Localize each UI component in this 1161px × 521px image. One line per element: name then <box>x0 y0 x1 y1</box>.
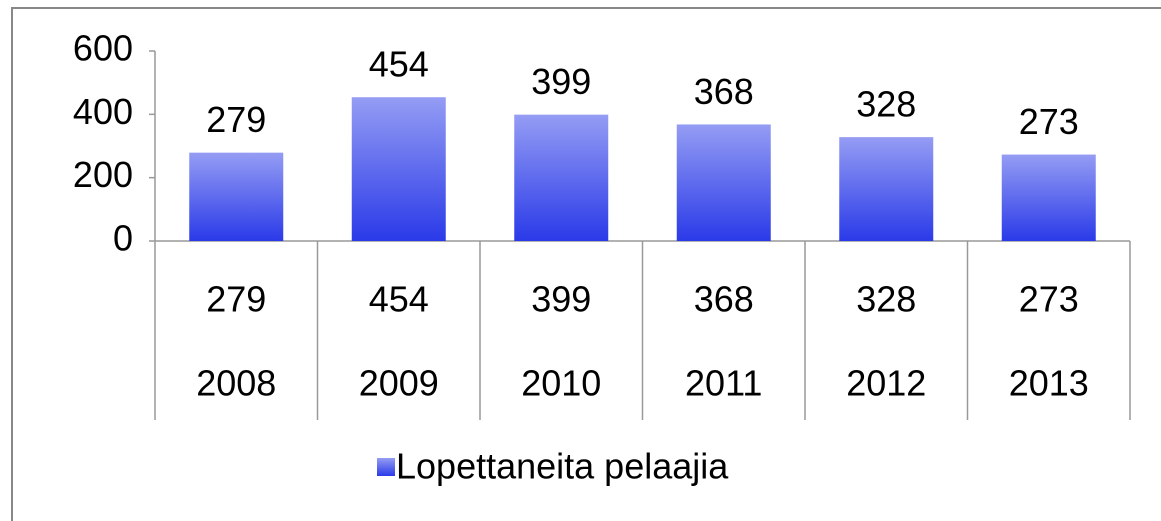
bar <box>189 152 284 241</box>
table-value: 399 <box>531 279 591 320</box>
data-label: 273 <box>1019 101 1079 142</box>
y-tick-label: 0 <box>113 218 133 259</box>
data-label: 368 <box>694 71 754 112</box>
legend-label: Lopettaneita pelaajia <box>396 446 729 487</box>
table-value: 273 <box>1019 279 1079 320</box>
x-tick-label: 2013 <box>1009 363 1089 404</box>
data-label: 279 <box>206 99 266 140</box>
table-value: 279 <box>206 279 266 320</box>
chart-frame <box>11 7 1161 521</box>
data-label: 454 <box>369 44 429 85</box>
y-tick-label: 400 <box>73 91 133 132</box>
legend-swatch <box>377 458 395 476</box>
x-tick-label: 2010 <box>521 363 601 404</box>
x-tick-label: 2008 <box>196 363 276 404</box>
x-tick-label: 2012 <box>846 363 926 404</box>
bar <box>839 137 934 241</box>
table-value: 454 <box>369 279 429 320</box>
table-value: 328 <box>856 279 916 320</box>
x-tick-label: 2011 <box>685 363 762 404</box>
table-value: 368 <box>694 279 754 320</box>
y-tick-label: 600 <box>73 28 133 69</box>
data-label: 399 <box>531 61 591 102</box>
bar <box>1001 154 1096 241</box>
bar <box>514 114 609 241</box>
bar <box>351 97 446 241</box>
bar <box>676 124 771 241</box>
data-label: 328 <box>856 84 916 125</box>
x-tick-label: 2009 <box>359 363 439 404</box>
y-tick-label: 200 <box>73 154 133 195</box>
